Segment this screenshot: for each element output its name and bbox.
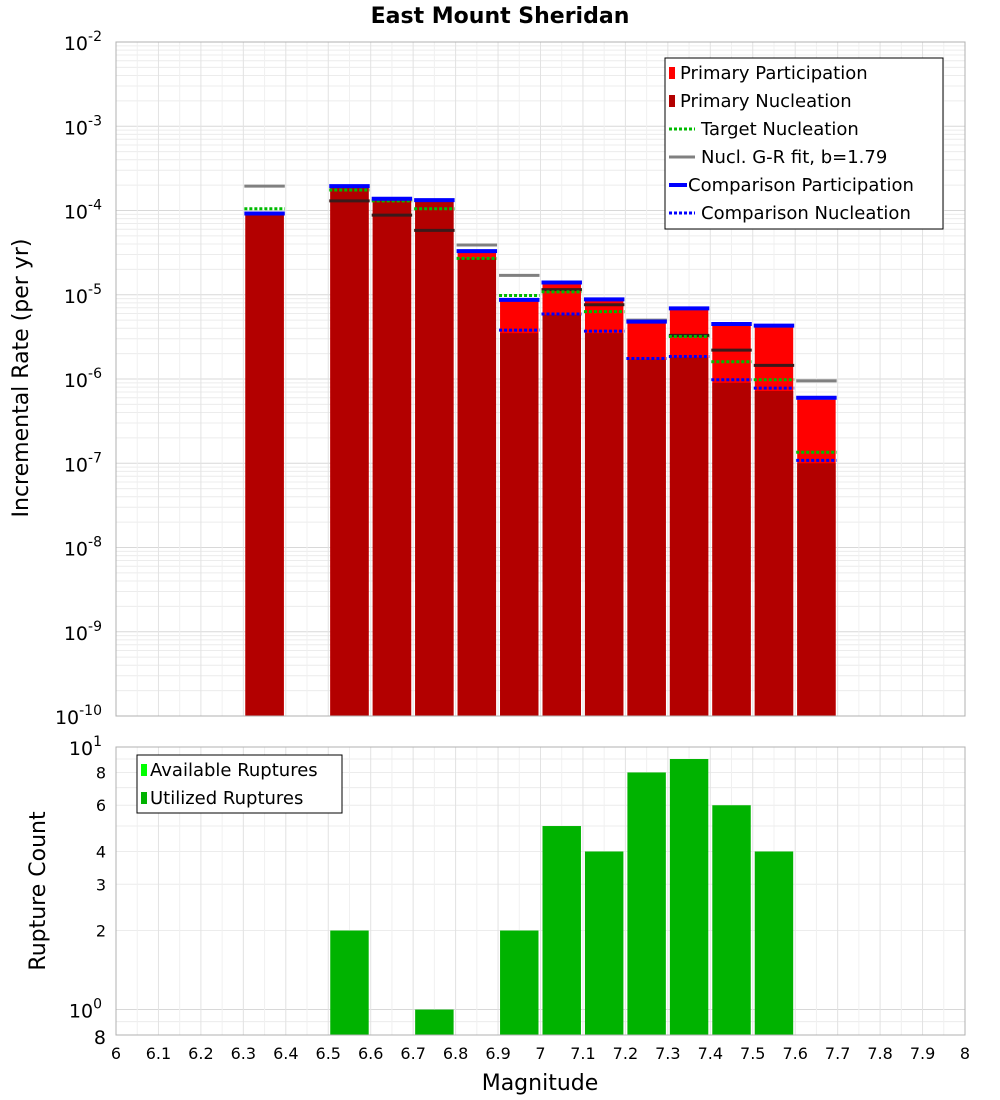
primary-nucleation-bar (584, 333, 624, 716)
top-y-tick-label: 10-9 (64, 619, 102, 645)
x-tick-label: 6.5 (316, 1044, 341, 1063)
legend-swatch (669, 67, 675, 79)
legend-label: Utilized Ruptures (150, 788, 303, 809)
x-tick-label: 6.9 (485, 1044, 510, 1063)
legend-label: Primary Participation (680, 63, 868, 84)
legend-swatch (141, 764, 147, 776)
x-tick-label: 6.8 (443, 1044, 468, 1063)
top-y-tick-label: 10-4 (64, 198, 102, 224)
x-tick-label: 7.6 (782, 1044, 807, 1063)
primary-nucleation-bar (330, 187, 369, 716)
x-tick-label: 7.8 (867, 1044, 892, 1063)
legend-label: Comparison Nucleation (701, 203, 911, 224)
primary-nucleation-bar (415, 200, 454, 716)
utilized-ruptures-bar (712, 805, 751, 1035)
primary-nucleation-bar (627, 359, 666, 716)
top-y-tick-label: 10-10 (55, 703, 102, 729)
chart-title: East Mount Sheridan (371, 4, 630, 29)
x-tick-label: 6.7 (400, 1044, 425, 1063)
utilized-ruptures-bar (500, 930, 539, 1035)
x-tick-label: 6 (111, 1044, 121, 1063)
primary-nucleation-bar (245, 214, 284, 716)
x-tick-label: 7.2 (613, 1044, 638, 1063)
bottom-y-minor-tick-label: 8 (96, 763, 106, 782)
top-y-tick-label: 10-7 (64, 450, 102, 476)
bottom-y-minor-tick-label: 6 (96, 796, 106, 815)
legend-label: Target Nucleation (700, 119, 859, 140)
x-tick-label: 6.4 (273, 1044, 298, 1063)
bottom-y-minor-tick-label: 8 (94, 1027, 106, 1049)
bottom-legend-box (136, 754, 343, 814)
top-y-axis-label: Incremental Rate (per yr) (9, 239, 34, 518)
bottom-y-minor-tick-label: 3 (96, 875, 106, 894)
legend-label: Comparison Participation (688, 175, 914, 196)
legend-label: Available Ruptures (150, 760, 318, 781)
bottom-plot-area: 101 100 8 6 4 3 2 8 Available Ruptures Utilized R… (69, 734, 966, 1049)
primary-nucleation-bar (542, 314, 581, 716)
utilized-ruptures-bar (627, 772, 666, 1035)
legend-swatch (669, 95, 675, 107)
bottom-y-minor-tick-label: 4 (96, 842, 106, 861)
x-tick-label: 8 (960, 1044, 970, 1063)
primary-nucleation-bar (457, 258, 497, 716)
x-tick-label: 7.9 (910, 1044, 935, 1063)
primary-nucleation-bar (712, 382, 751, 716)
x-tick-label: 7.1 (570, 1044, 595, 1063)
bottom-y-minor-tick-label: 2 (96, 922, 106, 941)
x-tick-label: 6.6 (358, 1044, 383, 1063)
top-y-tick-label: 10-8 (64, 535, 102, 561)
x-tick-label: 7.4 (698, 1044, 723, 1063)
primary-nucleation-bar (669, 357, 709, 716)
top-y-tick-label: 10-3 (64, 113, 102, 139)
primary-nucleation-bar (754, 391, 794, 716)
utilized-ruptures-bar (584, 851, 624, 1035)
bottom-y-axis-label: Rupture Count (26, 811, 51, 971)
x-tick-label: 6.2 (188, 1044, 213, 1063)
top-legend-box (664, 57, 944, 230)
x-axis-label: Magnitude (482, 1071, 599, 1096)
utilized-ruptures-bar (754, 851, 794, 1035)
x-tick-label: 6.3 (231, 1044, 256, 1063)
utilized-ruptures-bar (330, 930, 369, 1035)
utilized-ruptures-bar (669, 759, 709, 1035)
top-plot-area: 10-2 10-3 10-4 10-5 10-6 10-7 10-8 10-9 10-10 Pri… (55, 29, 966, 729)
top-plot-border (115, 41, 966, 717)
primary-nucleation-bar (797, 463, 836, 716)
bottom-plot-border (115, 746, 966, 1036)
utilized-ruptures-bar (542, 826, 581, 1035)
top-y-tick-label: 10-5 (64, 282, 102, 308)
bottom-y-major-tick-label: 101 (69, 734, 102, 760)
x-tick-label: 7.5 (740, 1044, 765, 1063)
x-tick-label: 7.3 (655, 1044, 680, 1063)
utilized-ruptures-bar (415, 1009, 454, 1035)
x-tick-label: 7 (535, 1044, 545, 1063)
legend-label: Nucl. G-R fit, b=1.79 (701, 147, 887, 168)
x-tick-label: 7.7 (825, 1044, 850, 1063)
x-tick-label: 6.1 (146, 1044, 171, 1063)
legend-swatch (141, 792, 147, 804)
primary-nucleation-bar (500, 333, 539, 716)
bottom-y-major-tick-label: 100 (69, 997, 102, 1023)
top-y-tick-label: 10-2 (64, 29, 102, 55)
legend-label: Primary Nucleation (680, 91, 852, 112)
top-y-tick-label: 10-6 (64, 366, 102, 392)
primary-nucleation-bar (372, 199, 412, 716)
